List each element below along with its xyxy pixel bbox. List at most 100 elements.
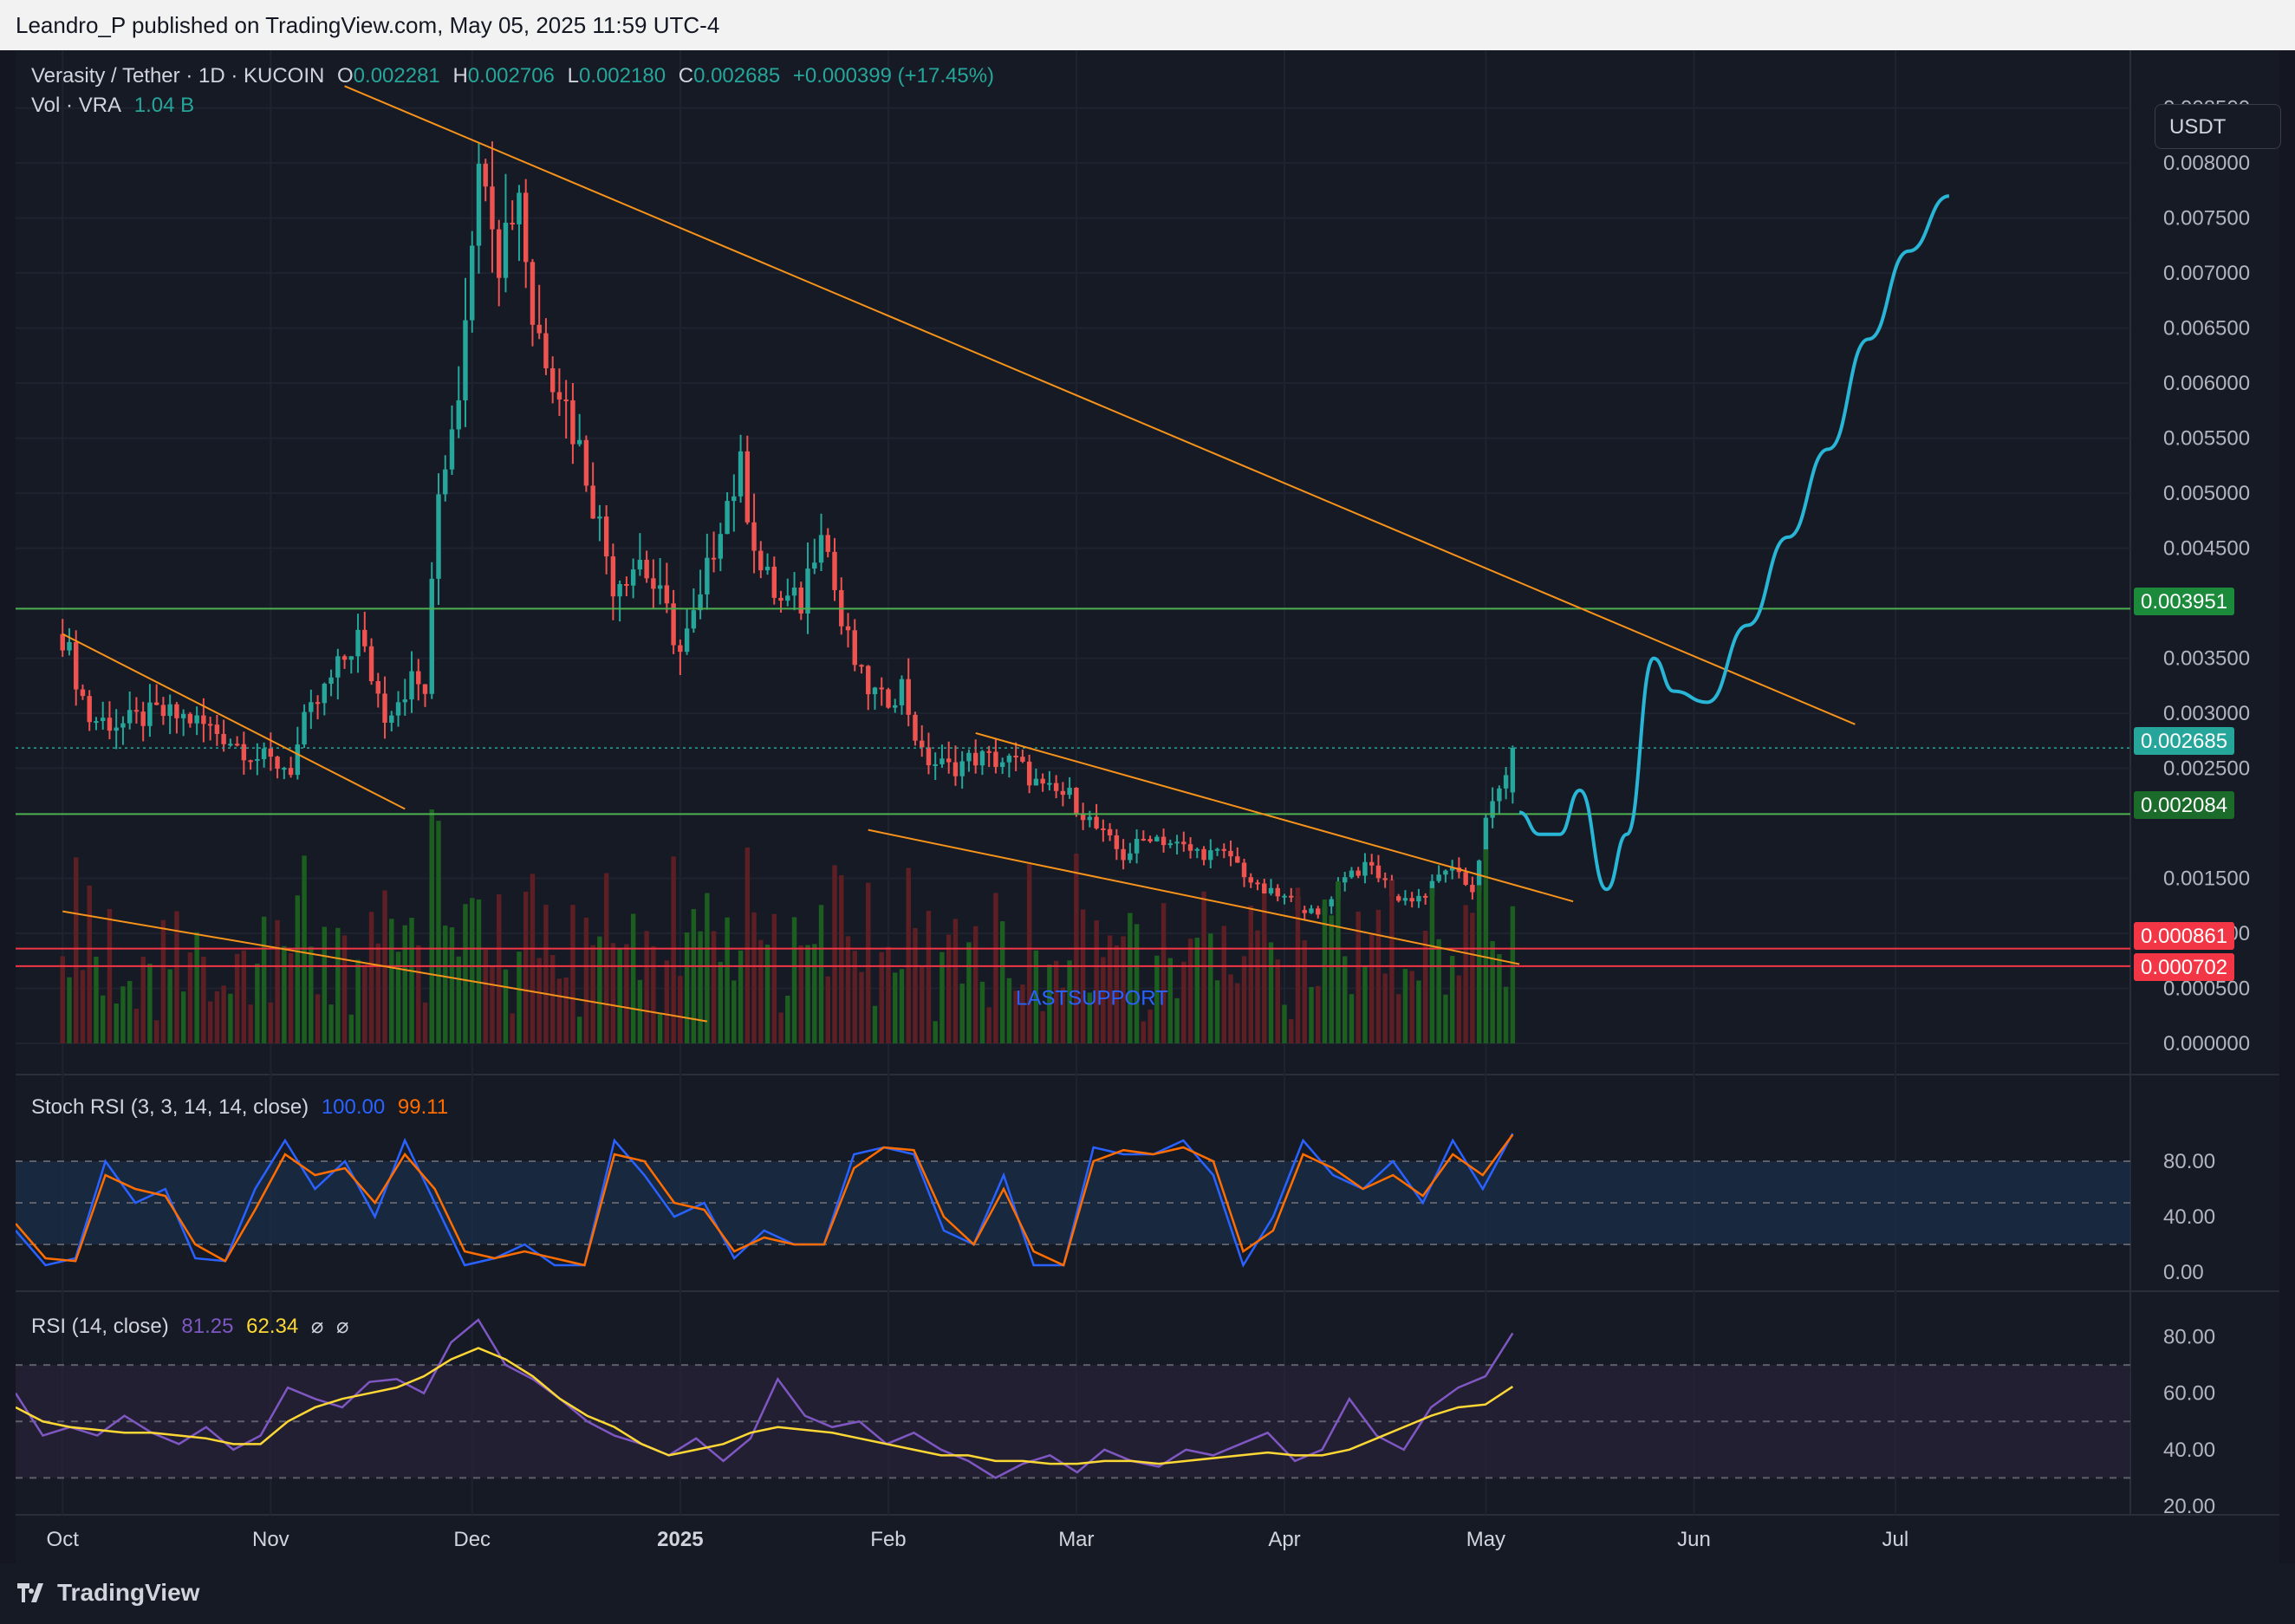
candle-body xyxy=(476,163,482,246)
volume-bar xyxy=(872,1005,878,1043)
volume-bar xyxy=(603,873,609,1043)
volume-bar xyxy=(288,952,294,1043)
candle-body xyxy=(959,761,965,776)
candle-body xyxy=(1161,836,1167,846)
candle-body xyxy=(1470,885,1475,893)
volume-bar xyxy=(402,925,407,1043)
volume-bar xyxy=(1275,959,1280,1043)
price-axis-tick: 0.006500 xyxy=(2163,317,2250,341)
volume-bar xyxy=(127,980,133,1043)
candle-body xyxy=(751,522,757,551)
stoch-rsi-k-value: 100.00 xyxy=(321,1095,386,1119)
candle-body xyxy=(87,696,92,723)
price-axis-tick: 0.007000 xyxy=(2163,262,2250,285)
rsi-axis-tick: 60.00 xyxy=(2163,1382,2215,1406)
candle-body xyxy=(221,733,226,744)
time-axis-label: Jul xyxy=(1882,1528,1909,1551)
volume-bar xyxy=(1322,899,1328,1043)
candle-body xyxy=(1443,870,1448,875)
candle-body xyxy=(389,715,394,723)
candle-body xyxy=(1006,756,1012,763)
rsi-axis-tick: 20.00 xyxy=(2163,1495,2215,1518)
candle-body xyxy=(671,603,676,646)
candle-body xyxy=(1228,850,1233,857)
volume-bar xyxy=(1020,984,1025,1043)
volume-bar xyxy=(87,885,92,1043)
price-axis-tick: 0.001500 xyxy=(2163,867,2250,891)
candle-body xyxy=(395,702,401,716)
volume-bar xyxy=(1248,905,1253,1043)
candle-body xyxy=(1221,848,1226,851)
candle-body xyxy=(1316,908,1321,915)
candle-body xyxy=(993,751,998,767)
candle-body xyxy=(1356,870,1361,876)
rsi-legend: RSI (14, close) 81.25 62.34 ⌀ ⌀ xyxy=(31,1314,355,1339)
rsi-axis-tick: 80.00 xyxy=(2163,1326,2215,1349)
volume-bar xyxy=(1148,1010,1153,1043)
tradingview-logo-icon xyxy=(17,1583,43,1602)
volume-bar xyxy=(268,1002,274,1043)
volume-bar xyxy=(1255,930,1260,1043)
candle-body xyxy=(523,192,529,263)
volume-bar xyxy=(1510,906,1516,1043)
tradingview-logo[interactable]: TradingView xyxy=(17,1579,199,1607)
trendline xyxy=(975,731,1574,903)
chart-canvas[interactable]: OctNovDec2025FebMarAprMayJunJul0.0085000… xyxy=(16,50,2279,1563)
candle-body xyxy=(153,702,159,705)
volume-bar xyxy=(1067,960,1072,1043)
chart-frame[interactable]: OctNovDec2025FebMarAprMayJunJul0.0085000… xyxy=(16,50,2281,1563)
stoch-rsi-title[interactable]: Stoch RSI (3, 3, 14, 14, close) xyxy=(31,1095,309,1119)
candle-body xyxy=(798,588,803,614)
candle-body xyxy=(899,679,905,705)
volume-bar xyxy=(933,1021,938,1043)
volume-bar xyxy=(610,943,616,1043)
volume-label[interactable]: Vol · VRA xyxy=(31,94,122,117)
volume-bar xyxy=(94,956,99,1043)
volume-bar xyxy=(657,1014,663,1043)
volume-bar xyxy=(67,977,72,1043)
stoch-axis-tick: 80.00 xyxy=(2163,1150,2215,1173)
candle-body xyxy=(234,744,240,746)
volume-bar xyxy=(530,874,536,1043)
volume-bar xyxy=(187,952,193,1043)
candle-body xyxy=(530,262,536,325)
candle-body xyxy=(382,693,387,723)
rsi-title[interactable]: RSI (14, close) xyxy=(31,1315,169,1338)
volume-bar xyxy=(302,855,307,1043)
volume-bar xyxy=(133,1008,140,1043)
candle-body xyxy=(684,628,690,653)
volume-bar xyxy=(1490,940,1495,1043)
candle-body xyxy=(651,578,656,589)
candle-body xyxy=(691,610,697,629)
volume-bar xyxy=(1456,975,1462,1043)
candle-body xyxy=(1026,761,1032,786)
volume-bar xyxy=(248,1004,253,1043)
candle-body xyxy=(725,501,730,535)
candle-body xyxy=(972,752,978,766)
volume-bar xyxy=(463,904,468,1043)
candle-body xyxy=(127,710,133,724)
volume-bar xyxy=(778,1012,783,1043)
volume-bar xyxy=(436,821,441,1043)
volume-bar xyxy=(920,965,925,1043)
volume-bar xyxy=(899,969,905,1043)
candle-body xyxy=(194,715,199,724)
volume-bar xyxy=(510,1013,515,1043)
volume-bar xyxy=(1114,945,1120,1043)
candle-body xyxy=(1080,813,1086,821)
volume-bar xyxy=(590,945,595,1043)
volume-bar xyxy=(1375,909,1382,1043)
candle-body xyxy=(906,679,911,715)
volume-bar xyxy=(416,945,421,1043)
candle-body xyxy=(315,702,321,705)
symbol-name[interactable]: Verasity / Tether · 1D · KUCOIN xyxy=(31,64,325,88)
currency-selector[interactable]: USDT xyxy=(2155,104,2281,149)
volume-bar xyxy=(1187,939,1193,1043)
candle-body xyxy=(503,223,509,278)
volume-bar xyxy=(490,965,495,1043)
volume-bar xyxy=(1470,913,1475,1043)
volume-bar xyxy=(1389,880,1395,1043)
candle-body xyxy=(758,550,764,571)
volume-bar xyxy=(536,958,542,1043)
time-axis-label: Mar xyxy=(1058,1528,1094,1551)
